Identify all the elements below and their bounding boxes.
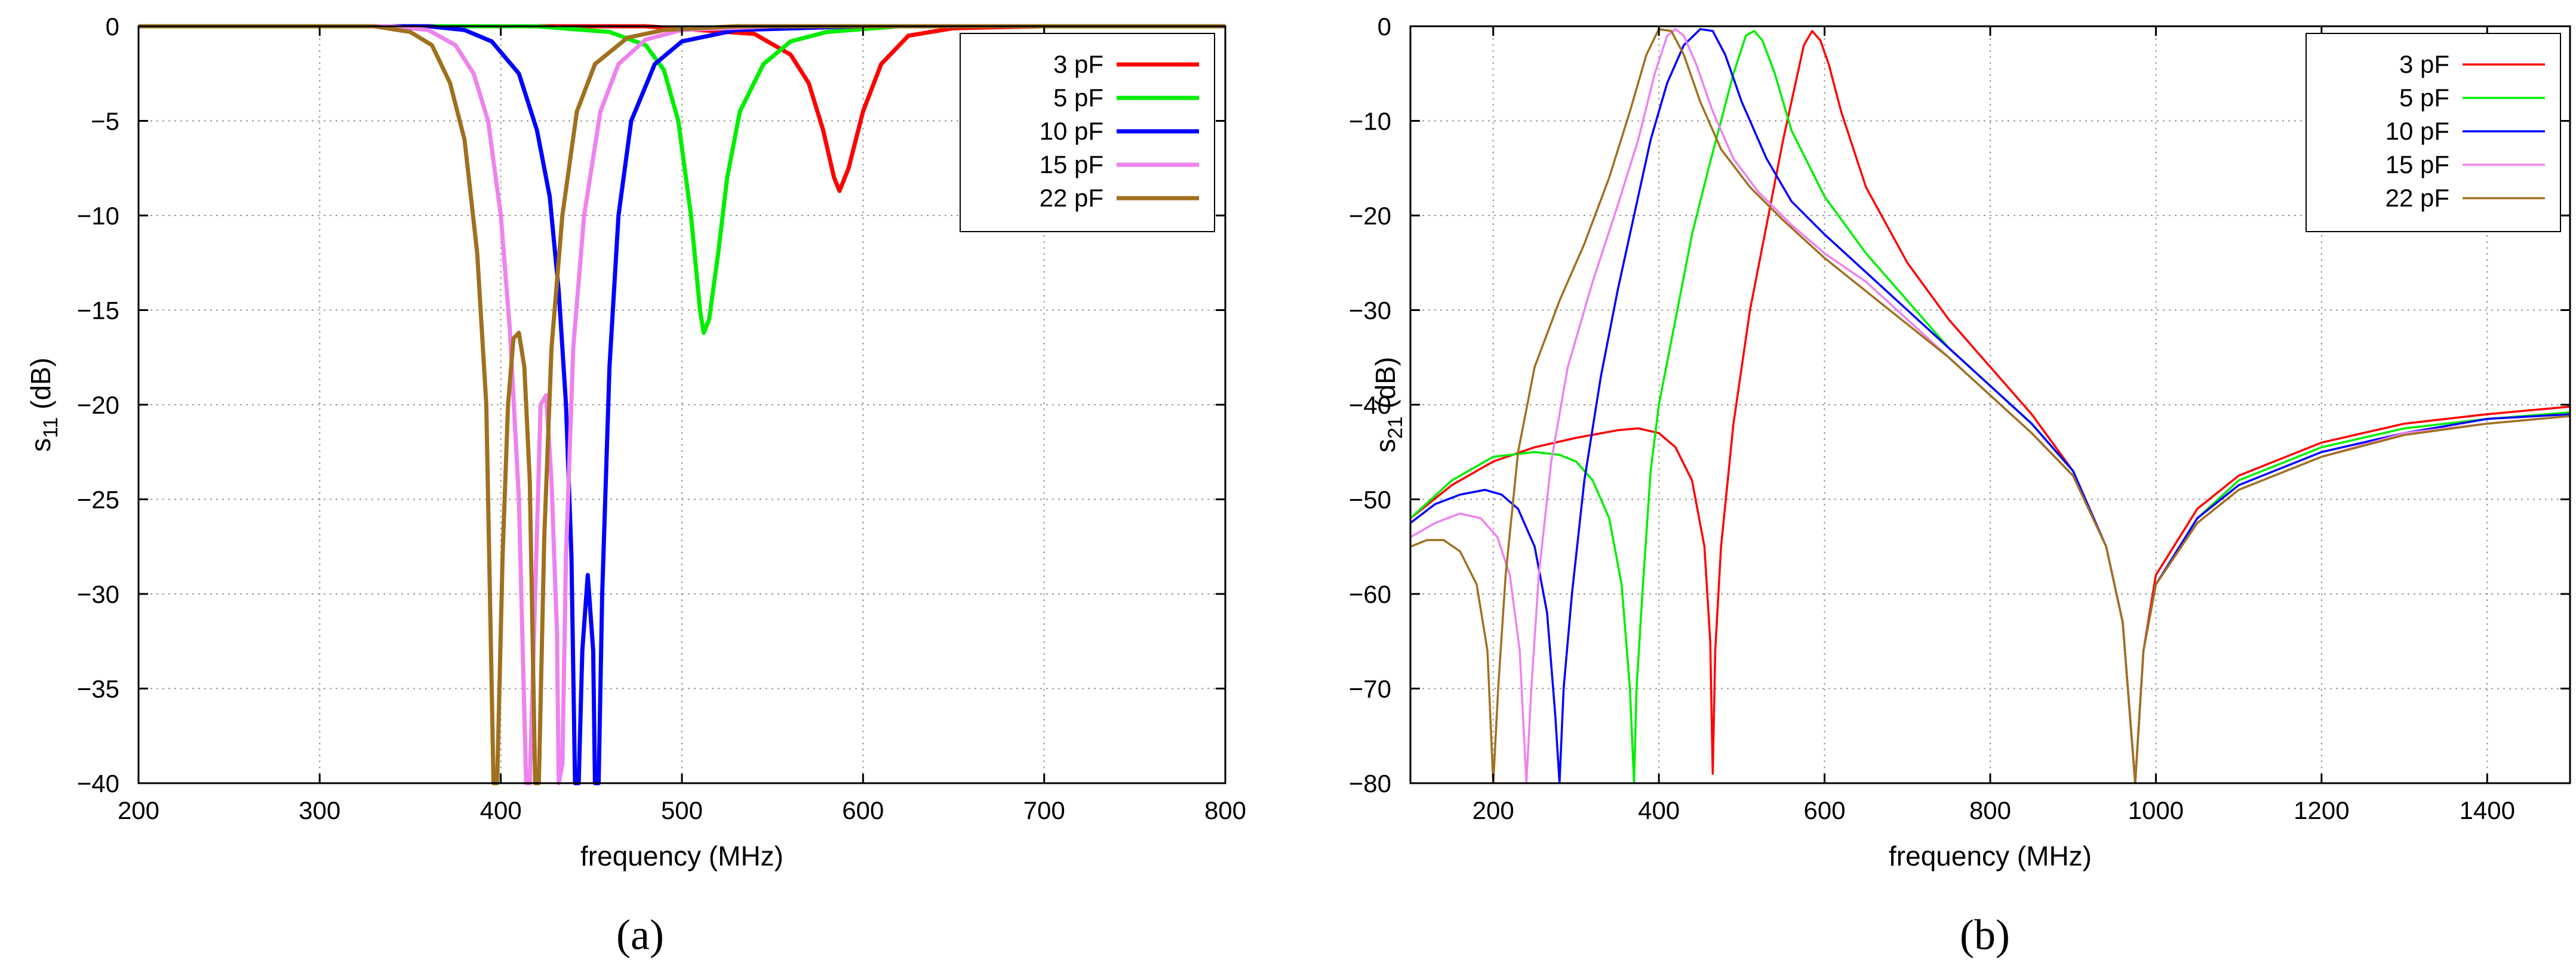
- y-axis-label-unit: (dB): [25, 358, 56, 417]
- legend-label: 22 pF: [2386, 184, 2449, 212]
- y-tick-label: −60: [1349, 580, 1391, 608]
- x-tick-label: 1000: [2128, 796, 2184, 824]
- y-axis-label-unit: (dB): [1370, 357, 1401, 417]
- y-tick-label: −20: [1349, 202, 1391, 230]
- y-tick-label: −25: [77, 486, 119, 514]
- legend-label: 5 pF: [1053, 84, 1103, 112]
- y-tick-label: −30: [1349, 297, 1391, 325]
- x-tick-label: 500: [661, 796, 703, 824]
- legend-label: 22 pF: [1040, 184, 1103, 212]
- series-group: [139, 24, 1225, 786]
- y-tick-label: −70: [1349, 675, 1391, 703]
- chart-panel-a: 200 300 400 500 600 700 800 0 −5 −10 −15 −20 −25 −30 −…: [25, 13, 1246, 959]
- y-tick-label: −40: [1349, 391, 1391, 419]
- legend-label: 3 pF: [1053, 50, 1103, 78]
- x-tick-label: 200: [1473, 796, 1514, 824]
- x-tick-label: 1200: [2294, 796, 2349, 824]
- y-axis-label-subscript: 11: [39, 417, 62, 438]
- x-tick-label: 300: [299, 796, 340, 824]
- y-tick-label: −10: [77, 202, 119, 230]
- legend-label: 15 pF: [1040, 150, 1103, 178]
- series-group: [1410, 28, 2570, 784]
- panel-label: (b): [1960, 911, 2010, 959]
- series-line-10-pf: [139, 24, 1225, 786]
- panel-label: (a): [616, 911, 664, 959]
- x-tick-label: 1400: [2460, 796, 2515, 824]
- x-tick-label: 800: [1204, 796, 1246, 824]
- y-tick-label: −20: [77, 391, 119, 419]
- legend-label: 10 pF: [2386, 117, 2449, 145]
- y-tick-label: −30: [77, 580, 119, 608]
- legend-label: 3 pF: [2399, 50, 2449, 78]
- y-tick-label: 0: [106, 13, 119, 41]
- series-line-15-pf: [139, 24, 1225, 786]
- y-tick-label: −50: [1349, 486, 1391, 514]
- y-tick-label: −15: [77, 297, 119, 325]
- y-tick-label: 0: [1378, 13, 1391, 41]
- legend-label: 15 pF: [2386, 150, 2449, 178]
- x-tick-label: 600: [842, 796, 884, 824]
- x-axis-label: frequency (MHz): [1889, 840, 2092, 872]
- y-tick-label: −10: [1349, 107, 1391, 136]
- legend-label: 5 pF: [2399, 84, 2449, 112]
- x-tick-label: 400: [480, 796, 522, 824]
- x-tick-label: 700: [1023, 796, 1065, 824]
- chart-panel-b: 200 400 600 800 1000 1200 1400 0 −10 −20 −30 −40 −50…: [1349, 13, 2571, 959]
- legend-label: 10 pF: [1040, 117, 1103, 145]
- x-axis-label: frequency (MHz): [580, 840, 783, 872]
- series-line-3-pf: [139, 24, 1225, 193]
- y-tick-label: −40: [77, 769, 119, 798]
- y-axis-label-main: s: [1370, 439, 1401, 452]
- y-axis-label-main: s: [25, 438, 56, 452]
- series-line-22-pf: [1410, 28, 2570, 784]
- y-axis-label: s11 (dB): [25, 358, 62, 452]
- y-axis-label-subscript: 21: [1384, 416, 1407, 439]
- y-axis-label: s21 (dB): [1370, 357, 1407, 453]
- x-tick-label: 400: [1638, 796, 1680, 824]
- x-tick-label: 800: [1969, 796, 2011, 824]
- y-tick-label: −35: [77, 675, 119, 703]
- x-tick-label: 200: [118, 796, 159, 824]
- series-line-22-pf: [139, 24, 1225, 786]
- y-tick-label: −5: [91, 107, 119, 136]
- x-tick-label: 600: [1804, 796, 1846, 824]
- y-tick-label: −80: [1349, 769, 1391, 798]
